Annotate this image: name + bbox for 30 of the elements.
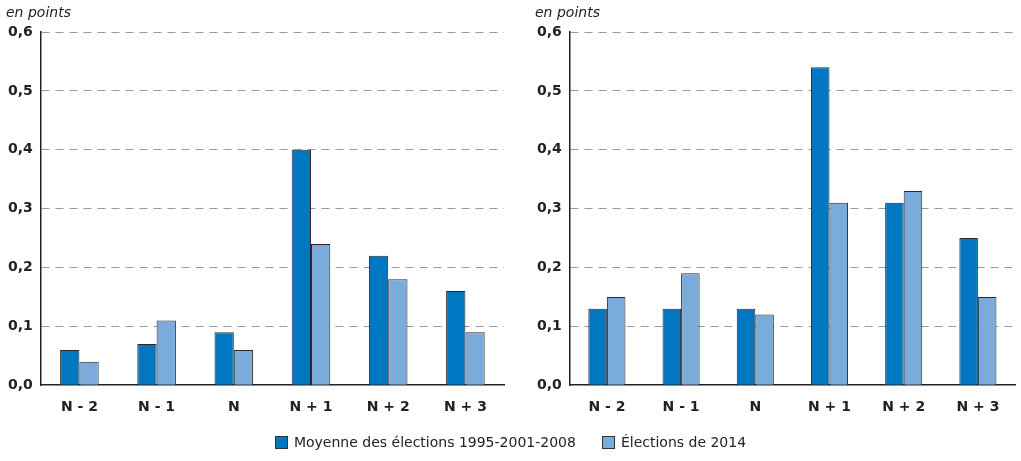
y-tick-label: 0,2: [7, 258, 33, 275]
x-tick-label: N: [749, 398, 762, 415]
legend-label: Élections de 2014: [620, 434, 747, 450]
x-tick-label: N - 1: [662, 398, 700, 415]
y-tick-label: 0,5: [7, 81, 33, 98]
y-tick-label: 0,5: [536, 81, 562, 98]
x-tick-label: N + 2: [882, 398, 926, 415]
y-tick-label: 0,1: [7, 316, 33, 333]
y-axis-title: en points: [535, 4, 600, 20]
y-tick-label: 0,3: [7, 199, 33, 216]
y-tick-label: 0,3: [536, 199, 562, 216]
x-tick-label: N + 3: [443, 398, 487, 415]
x-tick-label: N + 3: [956, 398, 1000, 415]
x-tick-label: N + 1: [808, 398, 851, 415]
x-tick-label: N - 2: [60, 398, 98, 415]
y-tick-label: 0,4: [536, 140, 563, 157]
x-tick-label: N - 1: [138, 398, 176, 415]
x-tick-label: N + 2: [366, 398, 410, 415]
y-tick-label: 0,2: [536, 258, 562, 275]
y-axis-title: en points: [6, 4, 71, 20]
legend-label: Moyenne des élections 1995-2001-2008: [293, 434, 576, 450]
y-tick-label: 0,6: [536, 22, 562, 39]
y-tick-label: 0,4: [7, 140, 34, 157]
y-tick-label: 0,1: [536, 316, 562, 333]
x-tick-label: N: [227, 398, 240, 415]
x-tick-label: N - 2: [588, 398, 626, 415]
y-tick-label: 0,0: [536, 375, 563, 392]
y-tick-label: 0,0: [7, 375, 34, 392]
y-tick-label: 0,6: [7, 22, 33, 39]
x-tick-label: N + 1: [289, 398, 333, 415]
